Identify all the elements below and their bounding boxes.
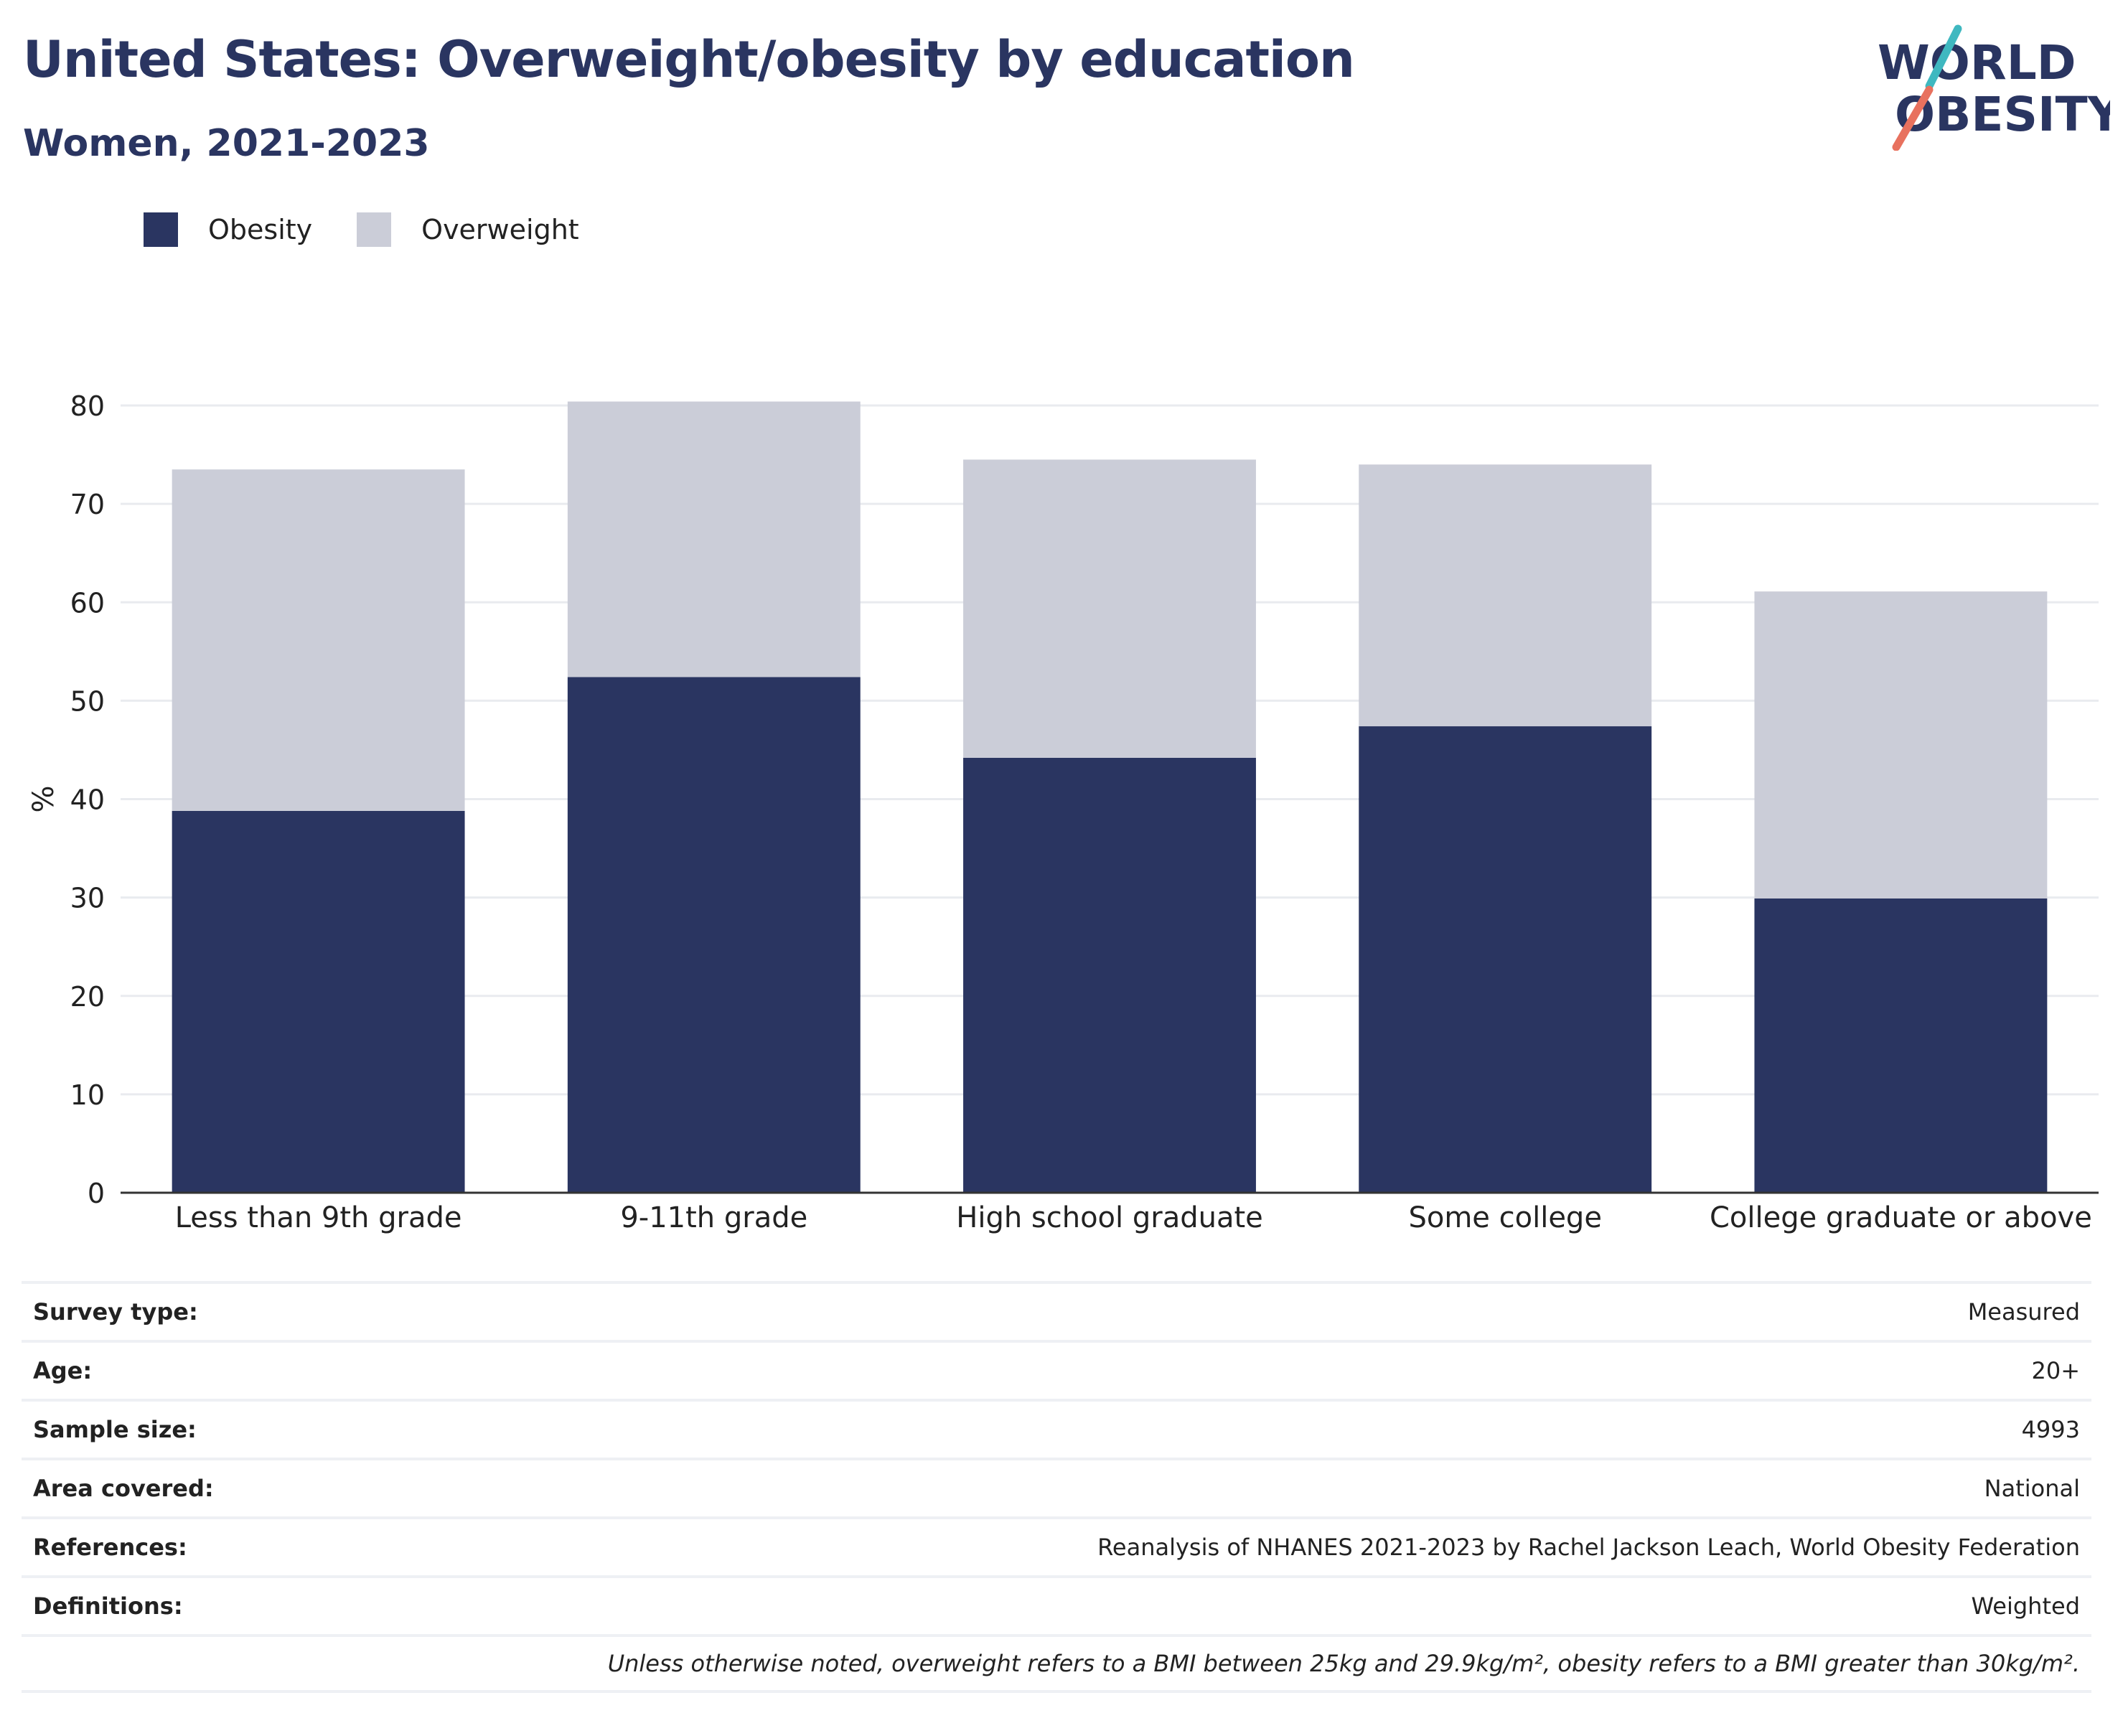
chart-legend: Obesity Overweight [144,212,624,247]
x-tick-label: 9-11th grade [620,1201,807,1234]
chart-subtitle: Women, 2021-2023 [23,122,430,165]
meta-row-references: References: Reanalysis of NHANES 2021-20… [22,1516,2091,1575]
meta-label: Area covered: [33,1475,214,1502]
bar-obesity [1754,898,2048,1193]
legend-label-overweight: Overweight [421,214,579,245]
y-tick-label: 70 [70,489,105,520]
meta-value: Measured [1967,1298,2080,1326]
y-tick-label: 30 [70,883,105,914]
legend-swatch-overweight [357,212,392,247]
legend-label-obesity: Obesity [208,214,313,245]
legend-swatch-obesity [144,212,178,247]
meta-value: 4993 [2021,1416,2080,1443]
bar-overweight [567,401,861,677]
y-tick-label: 20 [70,981,105,1013]
y-tick-label: 10 [70,1079,105,1111]
bar-obesity [172,810,465,1193]
meta-row-age: Age: 20+ [22,1340,2091,1399]
bar-overweight [1754,591,2048,899]
bar-obesity [567,677,861,1193]
y-tick-label: 80 [70,390,105,422]
bar-obesity [963,757,1256,1193]
footnote-text: Unless otherwise noted, overweight refer… [607,1650,2080,1677]
chart-title: United States: Overweight/obesity by edu… [23,30,1355,89]
meta-row-sample-size: Sample size: 4993 [22,1399,2091,1458]
legend-item-obesity[interactable]: Obesity [144,212,312,247]
svg-text:OBESITY: OBESITY [1895,87,2110,142]
bar-overweight [963,459,1256,758]
y-tick-label: 0 [88,1178,105,1209]
world-obesity-logo: WORLD OBESITY [1878,24,2110,151]
x-tick-label: Less than 9th grade [175,1201,462,1234]
meta-row-definitions: Definitions: Weighted [22,1575,2091,1634]
meta-label: Age: [33,1357,93,1384]
meta-label: References: [33,1534,187,1561]
x-tick-label: High school graduate [956,1201,1263,1234]
definitions-footnote: Unless otherwise noted, overweight refer… [22,1634,2091,1693]
y-tick-label: 60 [70,587,105,619]
meta-label: Definitions: [33,1592,183,1620]
y-tick-label: 40 [70,784,105,816]
meta-label: Sample size: [33,1416,197,1443]
meta-label: Survey type: [33,1298,198,1326]
meta-value: Reanalysis of NHANES 2021-2023 by Rachel… [1097,1534,2080,1561]
y-axis-label: % [27,785,60,812]
meta-value: Weighted [1971,1592,2080,1620]
meta-row-area-covered: Area covered: National [22,1458,2091,1516]
stacked-bar-chart: 0 10 20 30 40 50 60 70 80% Less than 9th grade 9-1… [27,390,2099,1234]
bar-obesity [1359,726,1652,1193]
svg-text:WORLD: WORLD [1878,35,2076,90]
x-tick-label: College graduate or above [1710,1201,2092,1234]
meta-row-survey-type: Survey type: Measured [22,1281,2091,1340]
y-tick-label: 50 [70,685,105,717]
x-tick-label: Some college [1408,1201,1601,1234]
legend-item-overweight[interactable]: Overweight [357,212,579,247]
meta-value: 20+ [2031,1357,2080,1384]
meta-value: National [1984,1475,2080,1502]
bar-overweight [172,469,465,811]
bar-overweight [1359,464,1652,727]
metadata-table: Survey type: Measured Age: 20+ Sample si… [22,1281,2091,1693]
